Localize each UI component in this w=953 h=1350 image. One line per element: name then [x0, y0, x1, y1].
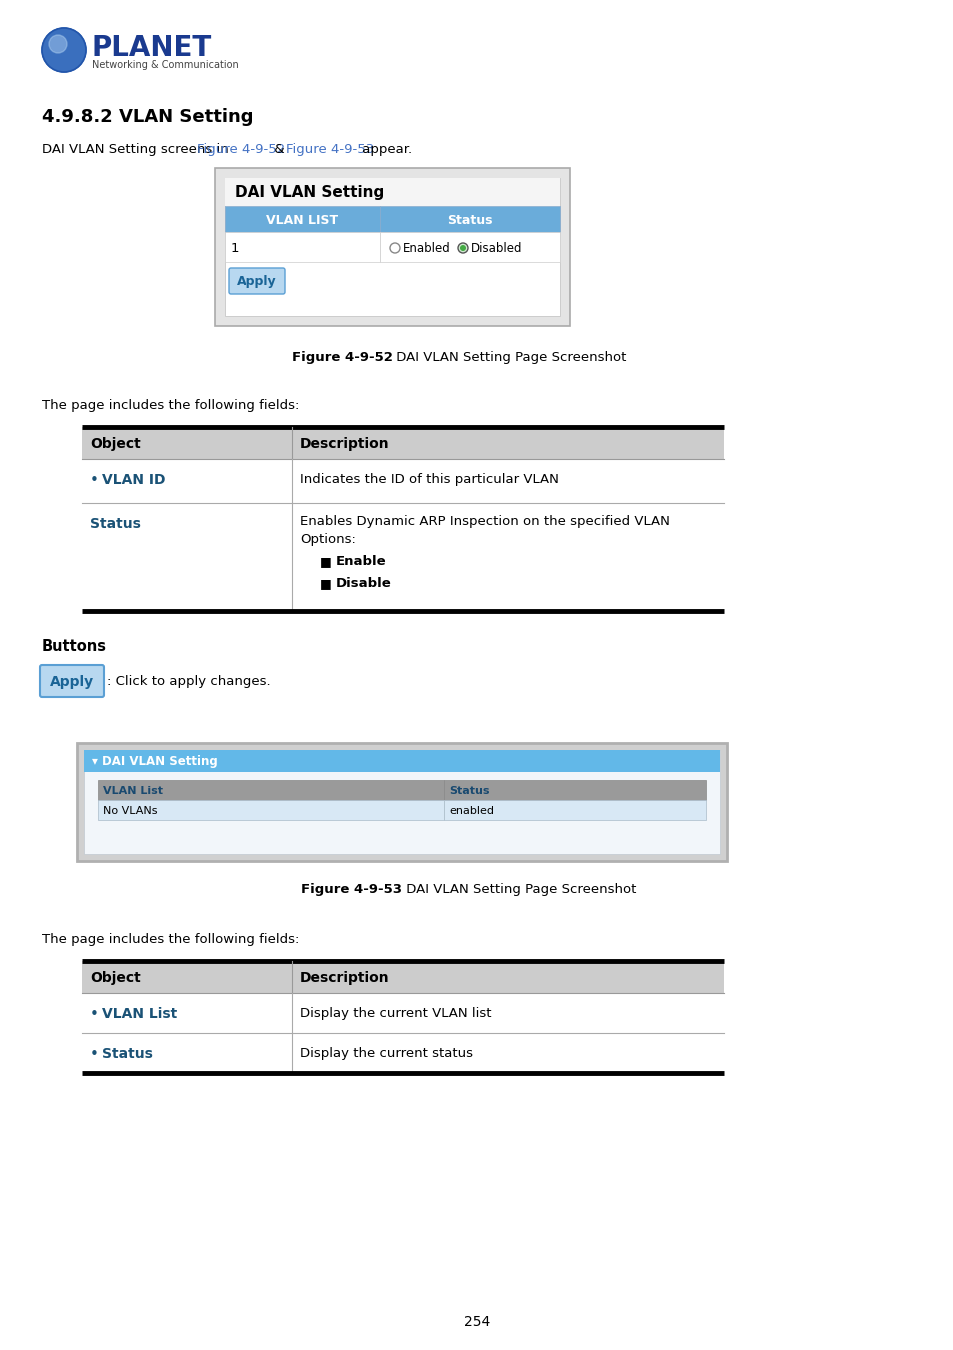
Text: Status: Status	[449, 786, 489, 796]
Text: Status: Status	[90, 517, 141, 531]
Text: Status: Status	[102, 1048, 152, 1061]
Text: Options:: Options:	[299, 533, 355, 545]
FancyBboxPatch shape	[98, 801, 443, 819]
Text: ▾ DAI VLAN Setting: ▾ DAI VLAN Setting	[91, 756, 217, 768]
Text: Enable: Enable	[335, 555, 386, 568]
FancyBboxPatch shape	[443, 780, 705, 801]
Text: DAI VLAN Setting screens in: DAI VLAN Setting screens in	[42, 143, 233, 157]
Text: Description: Description	[299, 437, 389, 451]
FancyBboxPatch shape	[82, 427, 723, 459]
FancyBboxPatch shape	[40, 666, 104, 697]
Circle shape	[390, 243, 399, 252]
Text: Apply: Apply	[237, 275, 276, 289]
Text: Figure 4-9-53: Figure 4-9-53	[301, 883, 401, 896]
FancyBboxPatch shape	[229, 269, 285, 294]
Text: Buttons: Buttons	[42, 639, 107, 653]
Text: DAI VLAN Setting: DAI VLAN Setting	[234, 185, 384, 201]
Text: enabled: enabled	[449, 806, 494, 815]
FancyBboxPatch shape	[98, 780, 443, 801]
FancyBboxPatch shape	[84, 751, 720, 772]
Circle shape	[42, 28, 86, 72]
FancyBboxPatch shape	[443, 801, 705, 819]
Text: Status: Status	[447, 213, 493, 227]
FancyBboxPatch shape	[379, 232, 559, 262]
Text: VLAN List: VLAN List	[103, 786, 163, 796]
Text: VLAN ID: VLAN ID	[102, 472, 165, 487]
Text: Enabled: Enabled	[402, 242, 450, 255]
Text: Enables Dynamic ARP Inspection on the specified VLAN: Enables Dynamic ARP Inspection on the sp…	[299, 514, 669, 528]
Circle shape	[459, 244, 465, 251]
Text: Indicates the ID of this particular VLAN: Indicates the ID of this particular VLAN	[299, 472, 558, 486]
Text: 1: 1	[231, 242, 239, 255]
Text: DAI VLAN Setting Page Screenshot: DAI VLAN Setting Page Screenshot	[392, 351, 626, 364]
Text: Disabled: Disabled	[471, 242, 522, 255]
Text: Apply: Apply	[50, 675, 94, 688]
Circle shape	[457, 243, 468, 252]
FancyBboxPatch shape	[214, 167, 569, 325]
Text: appear.: appear.	[358, 143, 412, 157]
Text: Figure 4-9-52: Figure 4-9-52	[197, 143, 285, 157]
Text: VLAN LIST: VLAN LIST	[266, 213, 338, 227]
Text: Figure 4-9-53: Figure 4-9-53	[286, 143, 375, 157]
Text: Display the current status: Display the current status	[299, 1048, 473, 1060]
Text: The page includes the following fields:: The page includes the following fields:	[42, 400, 299, 412]
Text: 4.9.8.2 VLAN Setting: 4.9.8.2 VLAN Setting	[42, 108, 253, 126]
FancyBboxPatch shape	[225, 178, 559, 207]
Text: Object: Object	[90, 971, 141, 986]
FancyBboxPatch shape	[225, 207, 379, 232]
Circle shape	[49, 35, 67, 53]
Text: VLAN List: VLAN List	[102, 1007, 177, 1021]
Text: DAI VLAN Setting Page Screenshot: DAI VLAN Setting Page Screenshot	[401, 883, 636, 896]
Text: &: &	[270, 143, 288, 157]
Text: Description: Description	[299, 971, 389, 986]
Text: •: •	[90, 472, 99, 487]
FancyBboxPatch shape	[77, 743, 726, 861]
FancyBboxPatch shape	[84, 751, 720, 855]
Text: •: •	[90, 1048, 99, 1062]
Text: •: •	[90, 1007, 99, 1022]
Text: The page includes the following fields:: The page includes the following fields:	[42, 933, 299, 946]
Text: ■: ■	[319, 576, 332, 590]
Text: ■: ■	[319, 555, 332, 568]
Text: Disable: Disable	[335, 576, 392, 590]
Text: No VLANs: No VLANs	[103, 806, 157, 815]
Text: : Click to apply changes.: : Click to apply changes.	[107, 675, 271, 688]
FancyBboxPatch shape	[379, 207, 559, 232]
Text: Display the current VLAN list: Display the current VLAN list	[299, 1007, 491, 1021]
Text: Figure 4-9-52: Figure 4-9-52	[292, 351, 392, 364]
FancyBboxPatch shape	[225, 232, 379, 262]
FancyBboxPatch shape	[225, 178, 559, 316]
Text: Networking & Communication: Networking & Communication	[91, 59, 238, 70]
Text: 254: 254	[463, 1315, 490, 1328]
Text: Object: Object	[90, 437, 141, 451]
FancyBboxPatch shape	[82, 961, 723, 994]
Text: PLANET: PLANET	[91, 34, 212, 62]
